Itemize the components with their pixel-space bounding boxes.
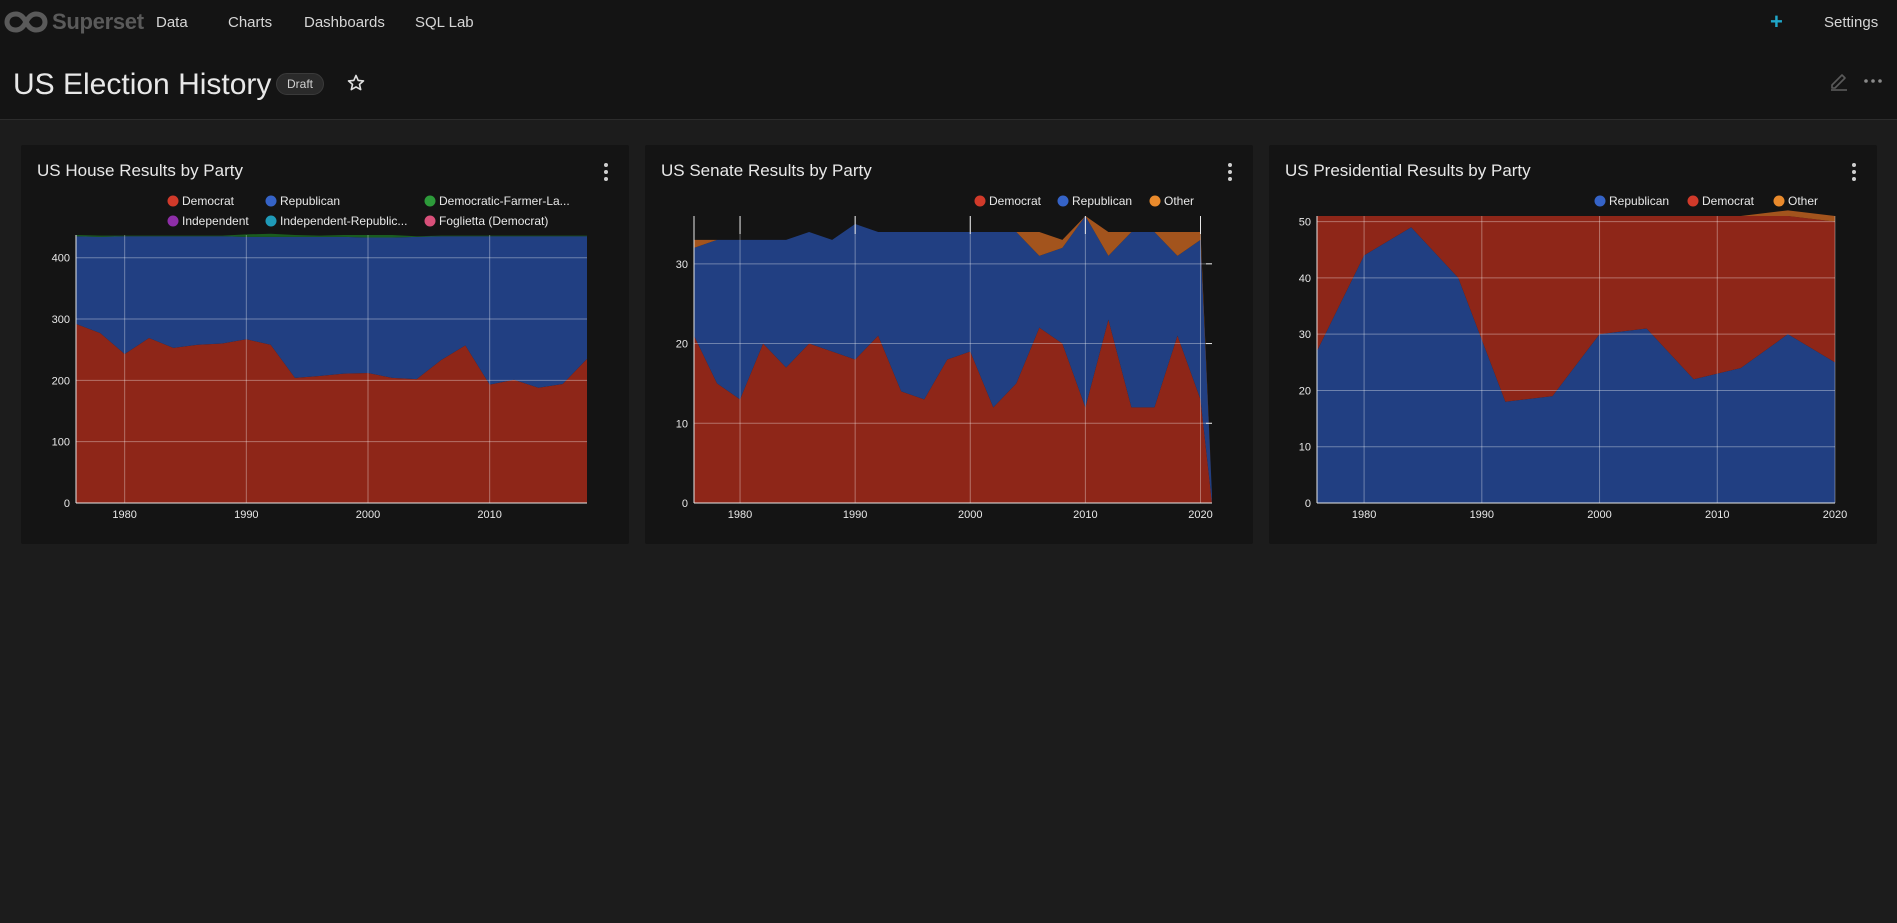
- area-series-republican: [694, 216, 1212, 503]
- legend-label[interactable]: Democratic-Farmer-La...: [439, 194, 570, 208]
- legend-marker[interactable]: [1149, 195, 1161, 207]
- legend-marker[interactable]: [1773, 195, 1785, 207]
- legend-label[interactable]: Other: [1164, 194, 1194, 208]
- legend-label[interactable]: Independent-Republic...: [280, 214, 407, 228]
- x-tick-label: 2000: [356, 509, 380, 521]
- chart-card-senate: 0 10 20 30 1980 1990 2000 2010 2020 Democrat Repub…: [645, 145, 1253, 544]
- legend-marker[interactable]: [1687, 195, 1699, 207]
- y-tick-label: 40: [1299, 273, 1311, 285]
- legend-marker[interactable]: [974, 195, 986, 207]
- y-tick-label: 20: [1299, 385, 1311, 397]
- x-tick-label: 1990: [234, 509, 258, 521]
- x-tick-label: 2000: [1587, 509, 1611, 521]
- area-series-republican: [76, 236, 587, 388]
- chart-menu-icon[interactable]: [1223, 161, 1237, 183]
- y-tick-label: 0: [64, 498, 70, 510]
- x-tick-label: 2010: [477, 509, 501, 521]
- y-tick-label: 100: [52, 437, 70, 449]
- favorite-star-icon[interactable]: [346, 73, 366, 93]
- x-tick-label: 2010: [1705, 509, 1729, 521]
- y-tick-label: 0: [1305, 498, 1311, 510]
- y-tick-label: 300: [52, 314, 70, 326]
- y-tick-label: 0: [682, 498, 688, 510]
- legend-marker[interactable]: [424, 215, 436, 227]
- more-options-icon[interactable]: [1862, 70, 1884, 92]
- nav-charts[interactable]: Charts: [228, 14, 273, 31]
- x-tick-label: 2000: [958, 509, 982, 521]
- area-series-other: [1317, 210, 1835, 222]
- area-series-democrat: [76, 323, 587, 503]
- y-tick-label: 30: [676, 259, 688, 271]
- legend-label[interactable]: Republican: [1072, 194, 1132, 208]
- chart-title: US Presidential Results by Party: [1285, 161, 1531, 180]
- legend-label[interactable]: Democrat: [989, 194, 1042, 208]
- legend-marker[interactable]: [167, 195, 179, 207]
- chart-card-house: 0 100 200 300 400 1980 1990 2000 2010 Democrat Rep…: [21, 145, 629, 544]
- legend-label[interactable]: Other: [1788, 194, 1818, 208]
- draft-status-badge[interactable]: Draft: [276, 73, 325, 95]
- legend-label[interactable]: Democrat: [182, 194, 235, 208]
- y-tick-label: 400: [52, 253, 70, 265]
- new-item-button[interactable]: +: [1770, 9, 1783, 34]
- dashboard-title[interactable]: US Election History: [13, 68, 272, 101]
- x-tick-label: 1980: [728, 509, 752, 521]
- legend-marker[interactable]: [424, 195, 436, 207]
- area-series-democratic-farmer-la-: [76, 233, 587, 238]
- legend-marker[interactable]: [265, 195, 277, 207]
- chart-title: US House Results by Party: [37, 161, 243, 180]
- chart-menu-icon[interactable]: [599, 161, 613, 183]
- settings-menu[interactable]: Settings: [1824, 14, 1879, 31]
- legend-marker[interactable]: [265, 215, 277, 227]
- nav-sql-lab[interactable]: SQL Lab: [415, 14, 474, 31]
- top-navbar: Superset Data Charts Dashboards SQL Lab …: [0, 0, 1897, 46]
- area-series-democrat: [694, 319, 1212, 503]
- brand-name: Superset: [52, 9, 144, 34]
- y-tick-label: 50: [1299, 217, 1311, 229]
- superset-logo[interactable]: Superset: [4, 9, 144, 35]
- y-tick-label: 10: [1299, 442, 1311, 454]
- area-series-democrat: [1317, 216, 1835, 402]
- x-tick-label: 2020: [1188, 509, 1212, 521]
- edit-dashboard-icon[interactable]: [1828, 70, 1850, 92]
- legend-marker[interactable]: [1594, 195, 1606, 207]
- legend-label[interactable]: Foglietta (Democrat): [439, 214, 548, 228]
- legend-label[interactable]: Democrat: [1702, 194, 1755, 208]
- house-area-chart: 0 100 200 300 400 1980 1990 2000 2010 Democrat Rep…: [52, 194, 587, 521]
- x-tick-label: 2010: [1073, 509, 1097, 521]
- y-tick-label: 10: [676, 418, 688, 430]
- y-tick-label: 20: [676, 339, 688, 351]
- chart-card-presidential: 0 10 20 30 40 50 1980 1990 2000 2010 2020 Republica…: [1269, 145, 1877, 544]
- chart-title: US Senate Results by Party: [661, 161, 872, 180]
- presidential-area-chart: 0 10 20 30 40 50 1980 1990 2000 2010 2020 Republica…: [1299, 194, 1847, 521]
- x-tick-label: 2020: [1823, 509, 1847, 521]
- x-tick-label: 1980: [1352, 509, 1376, 521]
- legend-label[interactable]: Republican: [1609, 194, 1669, 208]
- legend-label[interactable]: Republican: [280, 194, 340, 208]
- legend-label[interactable]: Independent: [182, 214, 249, 228]
- legend-marker[interactable]: [167, 215, 179, 227]
- x-tick-label: 1990: [843, 509, 867, 521]
- legend-marker[interactable]: [1057, 195, 1069, 207]
- x-tick-label: 1990: [1470, 509, 1494, 521]
- superset-logo-icon: [4, 11, 48, 33]
- y-tick-label: 200: [52, 375, 70, 387]
- dashboard-header: US Election History Draft: [0, 46, 1897, 120]
- nav-data[interactable]: Data: [156, 14, 188, 31]
- x-tick-label: 1980: [112, 509, 136, 521]
- senate-area-chart: 0 10 20 30 1980 1990 2000 2010 2020 Democrat Repub…: [676, 194, 1213, 521]
- chart-menu-icon[interactable]: [1847, 161, 1861, 183]
- nav-dashboards[interactable]: Dashboards: [304, 14, 385, 31]
- y-tick-label: 30: [1299, 329, 1311, 341]
